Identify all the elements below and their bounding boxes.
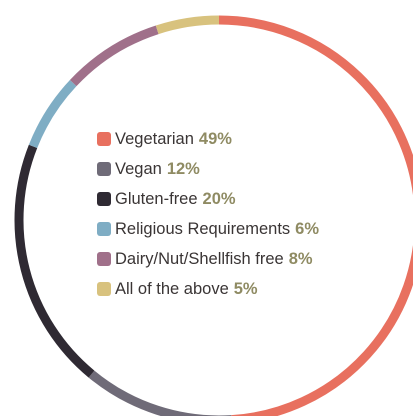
legend-label: Dairy/Nut/Shellfish free (115, 249, 284, 268)
legend-percentage: 12% (166, 159, 200, 178)
legend-percentage: 8% (288, 249, 313, 268)
legend-label: Vegetarian (115, 129, 194, 148)
legend-item: Vegetarian 49% (97, 127, 319, 151)
chart-legend: Vegetarian 49% Vegan 12% Gluten-free 20% Relig… (97, 127, 319, 307)
donut-slice-religious-requirements (28, 80, 77, 149)
legend-swatch (97, 282, 111, 296)
donut-slice-all-of-the-above (155, 15, 220, 35)
legend-item: Dairy/Nut/Shellfish free 8% (97, 247, 319, 271)
legend-swatch (97, 192, 111, 206)
legend-percentage: 5% (233, 279, 258, 298)
donut-slice-vegetarian (218, 15, 413, 416)
donut-slice-dairy-nut-shellfish-free (69, 25, 159, 87)
legend-item: All of the above 5% (97, 277, 319, 301)
donut-ring (14, 15, 413, 416)
legend-percentage: 49% (198, 129, 232, 148)
legend-label: Religious Requirements (115, 219, 291, 238)
donut-slice-gluten-free (14, 144, 95, 378)
legend-label: All of the above (115, 279, 229, 298)
legend-item: Religious Requirements 6% (97, 217, 319, 241)
legend-label: Vegan (115, 159, 162, 178)
legend-item: Gluten-free 20% (97, 187, 319, 211)
legend-item: Vegan 12% (97, 157, 319, 181)
legend-percentage: 20% (202, 189, 236, 208)
legend-swatch (97, 162, 111, 176)
legend-swatch (97, 222, 111, 236)
legend-swatch (97, 132, 111, 146)
legend-label: Gluten-free (115, 189, 198, 208)
legend-swatch (97, 252, 111, 266)
legend-percentage: 6% (295, 219, 320, 238)
donut-slice-vegan (88, 370, 232, 416)
